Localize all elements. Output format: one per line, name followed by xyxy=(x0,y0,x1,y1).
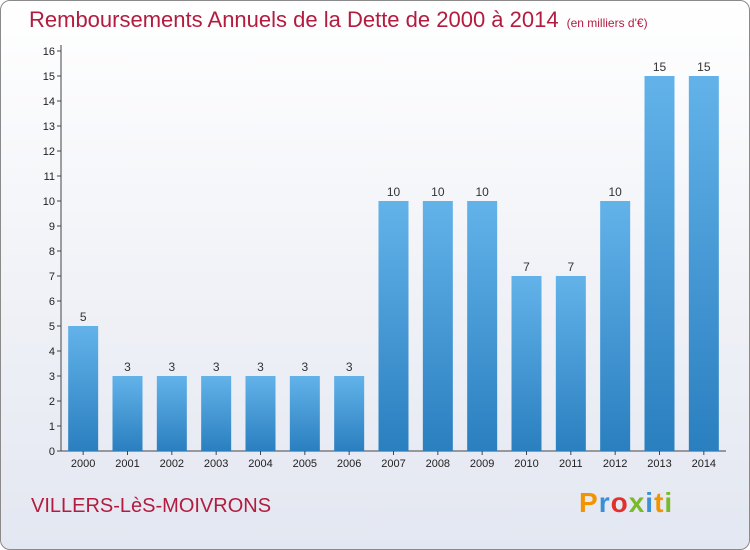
bar xyxy=(156,376,187,451)
x-tick-label: 2003 xyxy=(204,458,228,470)
chart-title-text: Remboursements Annuels de la Dette de 20… xyxy=(29,7,559,32)
y-tick-label: 6 xyxy=(49,296,55,308)
y-tick-label: 15 xyxy=(43,71,55,83)
bar xyxy=(511,276,542,451)
data-label: 15 xyxy=(653,60,667,74)
y-tick-label: 13 xyxy=(43,121,55,133)
data-label: 15 xyxy=(697,60,711,74)
logo-letter: i xyxy=(645,487,655,518)
logo-letter: P xyxy=(579,487,599,518)
logo-letter: o xyxy=(610,487,629,518)
data-label: 3 xyxy=(257,360,264,374)
x-tick-label: 2007 xyxy=(381,458,405,470)
data-label: 7 xyxy=(523,260,530,274)
data-label: 3 xyxy=(346,360,353,374)
bar xyxy=(688,76,719,451)
bar xyxy=(112,376,143,451)
x-tick-label: 2008 xyxy=(426,458,450,470)
bar xyxy=(334,376,365,451)
x-tick-label: 2009 xyxy=(470,458,494,470)
x-tick-label: 2000 xyxy=(71,458,95,470)
x-tick-label: 2012 xyxy=(603,458,627,470)
y-tick-label: 3 xyxy=(49,371,55,383)
y-tick-label: 9 xyxy=(49,221,55,233)
data-label: 5 xyxy=(80,310,87,324)
bar xyxy=(289,376,320,451)
commune-name: VILLERS-LèS-MOIVRONS xyxy=(31,495,272,517)
data-label: 10 xyxy=(387,185,401,199)
bar xyxy=(378,201,409,451)
logo-letter: x xyxy=(628,487,646,518)
y-tick-label: 11 xyxy=(44,171,55,183)
y-tick-label: 4 xyxy=(49,346,55,358)
bar xyxy=(467,201,498,451)
bar xyxy=(68,326,99,451)
data-label: 7 xyxy=(567,260,574,274)
data-label: 3 xyxy=(124,360,131,374)
x-tick-label: 2010 xyxy=(514,458,538,470)
bar xyxy=(644,76,675,451)
data-label: 3 xyxy=(301,360,308,374)
chart-unit: (en milliers d'€) xyxy=(566,16,648,30)
x-tick-label: 2013 xyxy=(647,458,671,470)
y-tick-label: 0 xyxy=(49,446,55,458)
bar xyxy=(245,376,276,451)
bar xyxy=(600,201,631,451)
bar xyxy=(422,201,453,451)
data-label: 10 xyxy=(475,185,489,199)
y-tick-label: 7 xyxy=(49,271,55,283)
logo-letter: t xyxy=(654,487,665,518)
y-tick-label: 16 xyxy=(43,46,55,58)
x-tick-label: 2004 xyxy=(248,458,272,470)
y-tick-label: 2 xyxy=(49,396,55,408)
x-tick-label: 2002 xyxy=(160,458,184,470)
y-tick-label: 1 xyxy=(49,421,55,433)
data-label: 10 xyxy=(608,185,622,199)
y-tick-label: 14 xyxy=(43,96,55,108)
x-tick-label: 2014 xyxy=(692,458,716,470)
logo-letter: i xyxy=(664,487,674,518)
data-label: 3 xyxy=(213,360,220,374)
data-label: 3 xyxy=(168,360,175,374)
proxiti-logo: Proxiti xyxy=(579,487,673,519)
chart-title: Remboursements Annuels de la Dette de 20… xyxy=(29,7,648,33)
y-tick-label: 8 xyxy=(49,246,55,258)
y-tick-label: 10 xyxy=(43,196,55,208)
bar xyxy=(201,376,232,451)
bar xyxy=(555,276,586,451)
x-tick-label: 2011 xyxy=(559,458,583,470)
x-tick-label: 2006 xyxy=(337,458,361,470)
logo-letter: r xyxy=(598,487,611,518)
y-tick-label: 5 xyxy=(49,321,55,333)
x-tick-label: 2005 xyxy=(293,458,317,470)
data-label: 10 xyxy=(431,185,445,199)
x-tick-label: 2001 xyxy=(115,458,139,470)
y-tick-label: 12 xyxy=(43,146,55,158)
